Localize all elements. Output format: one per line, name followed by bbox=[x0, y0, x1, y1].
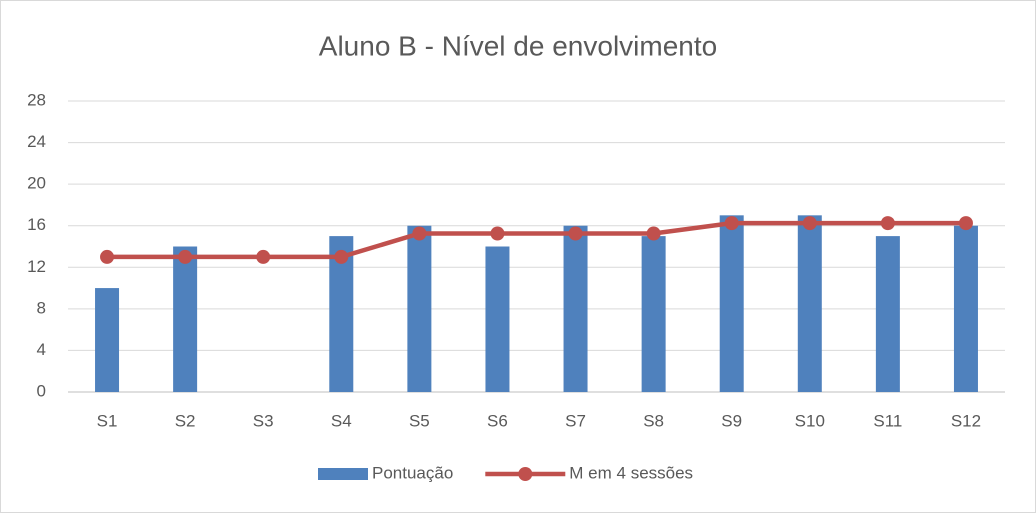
legend-label: M em 4 sessões bbox=[569, 463, 693, 482]
legend-label: Pontuação bbox=[372, 463, 453, 482]
y-tick-label: 24 bbox=[27, 132, 46, 151]
line-marker bbox=[958, 216, 973, 231]
x-tick-label: S4 bbox=[331, 411, 352, 430]
x-tick-label: S12 bbox=[951, 411, 981, 430]
legend-marker bbox=[518, 467, 533, 481]
x-tick-label: S7 bbox=[565, 411, 586, 430]
bar bbox=[719, 215, 744, 392]
x-tick-label: S2 bbox=[175, 411, 196, 430]
bar bbox=[485, 246, 510, 392]
y-tick-label: 0 bbox=[37, 381, 46, 400]
bar bbox=[173, 246, 198, 392]
bar bbox=[953, 225, 978, 392]
line-marker bbox=[256, 249, 271, 264]
x-tick-label: S5 bbox=[409, 411, 430, 430]
line bbox=[107, 220, 966, 260]
line-marker bbox=[646, 226, 661, 241]
y-tick-label: 8 bbox=[37, 298, 46, 317]
line-marker bbox=[490, 226, 505, 241]
line-marker bbox=[334, 249, 349, 264]
line-marker bbox=[412, 226, 427, 241]
bar bbox=[641, 236, 666, 392]
x-tick-label: S10 bbox=[795, 411, 825, 430]
bar bbox=[875, 236, 900, 392]
y-tick-label: 4 bbox=[37, 340, 46, 359]
bar bbox=[95, 288, 120, 392]
x-tick-label: S8 bbox=[643, 411, 664, 430]
line-marker bbox=[100, 249, 115, 264]
y-tick-label: 20 bbox=[27, 174, 46, 193]
x-tick-label: S6 bbox=[487, 411, 508, 430]
x-tick-label: S1 bbox=[97, 411, 118, 430]
x-tick-label: S9 bbox=[721, 411, 742, 430]
x-tick-label: S11 bbox=[873, 411, 902, 430]
line-marker bbox=[880, 216, 895, 231]
line-marker bbox=[178, 249, 193, 264]
y-tick-label: 16 bbox=[27, 215, 46, 234]
bar bbox=[563, 225, 588, 392]
line-marker bbox=[724, 216, 739, 231]
line-marker bbox=[568, 226, 583, 241]
line-marker bbox=[802, 216, 817, 231]
bar bbox=[797, 215, 822, 392]
legend-swatch bbox=[318, 468, 368, 480]
bar bbox=[407, 225, 432, 392]
y-tick-label: 12 bbox=[27, 257, 46, 276]
y-tick-label: 28 bbox=[27, 90, 46, 109]
x-tick-label: S3 bbox=[253, 411, 274, 430]
chart-title: Aluno B - Nível de envolvimento bbox=[319, 30, 717, 61]
